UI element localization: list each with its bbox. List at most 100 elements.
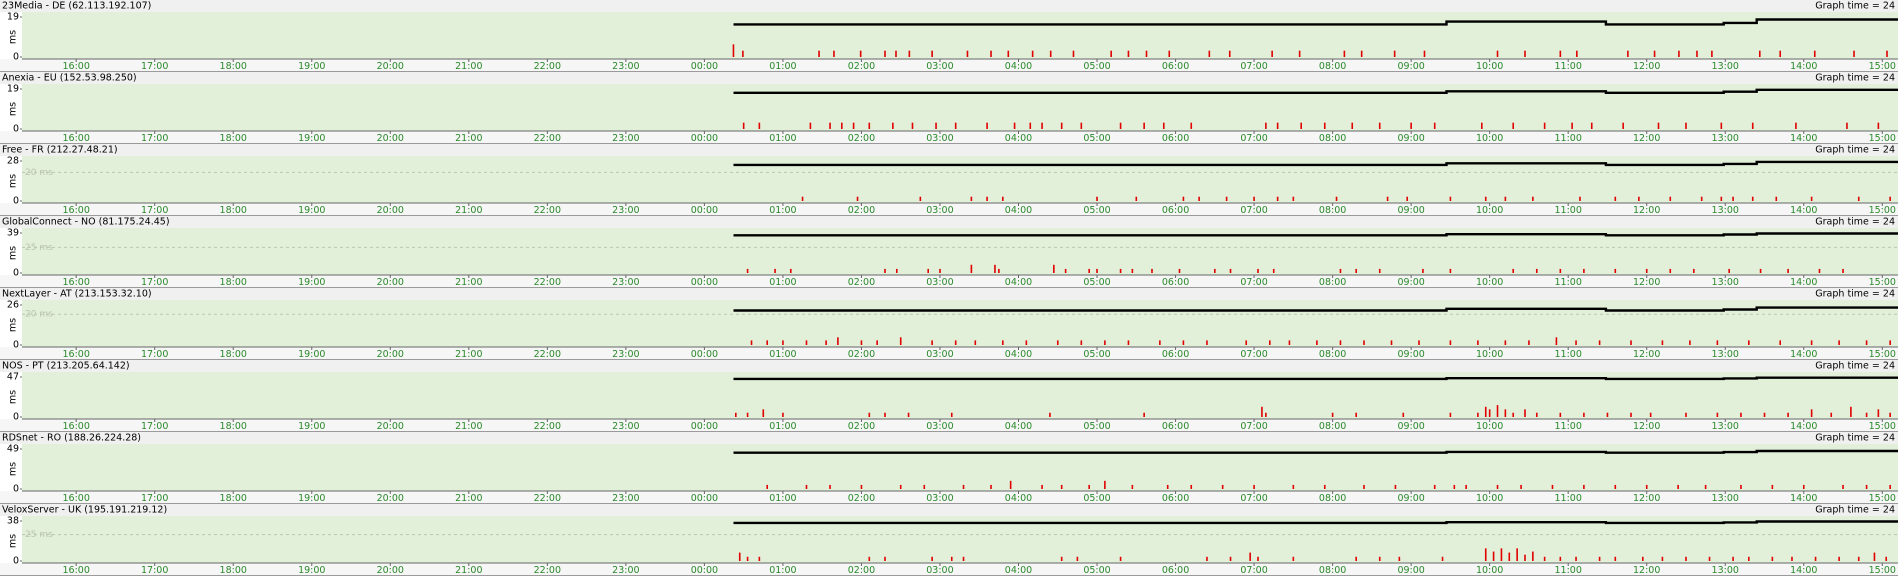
packet-loss-bar — [782, 412, 784, 417]
packet-loss-bar — [1810, 409, 1813, 417]
packet-loss-bar — [1645, 484, 1648, 489]
packet-loss-bar — [1300, 122, 1302, 129]
x-tick-label: 23:00 — [612, 205, 639, 216]
y-axis-label: ms — [8, 534, 19, 548]
x-tick-label: 06:00 — [1162, 493, 1189, 504]
packet-loss-bar — [911, 122, 914, 129]
packet-loss-bar — [1657, 122, 1660, 129]
x-tick-label: 07:00 — [1240, 493, 1267, 504]
x-tick-label: 19:00 — [298, 277, 325, 288]
packet-loss-bar — [1802, 484, 1805, 489]
packet-loss-bar — [907, 412, 910, 417]
packet-loss-bar — [1484, 196, 1487, 201]
packet-loss-bar — [1865, 412, 1868, 417]
packet-loss-bar — [1559, 412, 1562, 417]
packet-loss-bar — [1590, 122, 1593, 129]
x-tick-label: 23:00 — [612, 493, 639, 504]
graph-panel: NextLayer - AT (213.153.32.10) Graph time… — [0, 288, 1898, 360]
panel-header — [0, 216, 1898, 228]
x-tick-label: 22:00 — [534, 61, 561, 72]
x-tick-label: 15:00 — [1869, 349, 1896, 360]
packet-loss-bar — [1104, 480, 1106, 489]
y-tick-label: 19 — [7, 84, 19, 95]
panel-title: VeloxServer - UK (195.191.219.12) — [2, 505, 167, 516]
packet-loss-bar — [1524, 409, 1526, 417]
x-tick-label: 23:00 — [612, 277, 639, 288]
x-tick-label: 03:00 — [926, 421, 953, 432]
packet-loss-bar — [732, 44, 735, 57]
packet-loss-bar — [986, 196, 988, 201]
packet-loss-bar — [1677, 484, 1679, 489]
plot-area — [22, 84, 1898, 131]
packet-loss-bar — [1532, 551, 1534, 561]
packet-loss-bar — [1056, 340, 1059, 345]
packet-loss-bar — [1496, 484, 1499, 489]
x-tick-label: 22:00 — [534, 133, 561, 144]
graph-panel: VeloxServer - UK (195.191.219.12) Graph t… — [0, 504, 1898, 576]
packet-loss-bar — [884, 412, 886, 417]
packet-loss-bar — [1747, 556, 1750, 561]
packet-loss-bar — [1029, 122, 1032, 129]
x-tick-label: 08:00 — [1319, 205, 1346, 216]
x-tick-label: 15:00 — [1869, 277, 1896, 288]
packet-loss-bar — [1889, 196, 1891, 201]
packet-loss-bar — [1135, 196, 1138, 201]
x-tick-label: 20:00 — [377, 205, 404, 216]
x-tick-label: 01:00 — [769, 61, 796, 72]
packet-loss-bar — [859, 50, 862, 57]
packet-loss-bar — [931, 50, 933, 57]
packet-loss-bar — [1889, 340, 1891, 345]
packet-loss-bar — [1579, 196, 1581, 201]
packet-loss-bar — [1477, 412, 1479, 417]
x-tick-label: 00:00 — [691, 133, 718, 144]
packet-loss-bar — [1060, 556, 1063, 561]
packet-loss-bar — [1265, 122, 1267, 129]
packet-loss-bar — [1276, 122, 1279, 129]
x-tick-label: 14:00 — [1790, 277, 1817, 288]
packet-loss-bar — [1759, 268, 1762, 273]
graph-time: Graph time = 24 — [1815, 505, 1895, 516]
packet-loss-bar — [1410, 122, 1412, 129]
x-tick-label: 12:00 — [1633, 277, 1660, 288]
packet-loss-bar — [1838, 556, 1840, 561]
x-tick-label: 09:00 — [1397, 349, 1424, 360]
packet-loss-bar — [1685, 556, 1687, 561]
x-tick-label: 08:00 — [1319, 493, 1346, 504]
x-tick-label: 09:00 — [1397, 565, 1424, 576]
packet-loss-bar — [762, 409, 765, 417]
x-tick-label: 06:00 — [1162, 61, 1189, 72]
packet-loss-bar — [1685, 122, 1687, 129]
x-tick-label: 19:00 — [298, 133, 325, 144]
panel-title: Anexia - EU (152.53.98.250) — [2, 73, 137, 84]
packet-loss-bar — [1104, 340, 1106, 345]
x-tick-label: 08:00 — [1319, 61, 1346, 72]
latency-line — [733, 449, 1898, 454]
x-tick-label: 03:00 — [926, 565, 953, 576]
x-tick-label: 11:00 — [1554, 205, 1581, 216]
packet-loss-bar — [1484, 548, 1487, 561]
packet-loss-bar — [1378, 122, 1381, 129]
packet-loss-bar — [1190, 484, 1193, 489]
packet-loss-bar — [841, 122, 843, 129]
packet-loss-bar — [1689, 340, 1691, 345]
x-tick-label: 04:00 — [1005, 493, 1032, 504]
packet-loss-bar — [1500, 548, 1503, 561]
x-tick-label: 10:00 — [1476, 277, 1503, 288]
panel-title: 23Media - DE (62.113.192.107) — [2, 1, 151, 12]
y-tick-label: 0 — [13, 52, 19, 63]
x-tick-label: 10:00 — [1476, 421, 1503, 432]
packet-loss-bar — [1865, 340, 1868, 345]
packet-loss-bar — [1292, 196, 1295, 201]
packet-loss-bar — [1583, 484, 1585, 489]
packet-loss-bar — [1076, 556, 1079, 561]
x-tick-label: 07:00 — [1240, 205, 1267, 216]
x-tick-label: 05:00 — [1083, 493, 1110, 504]
packet-loss-bar — [1229, 556, 1232, 561]
x-tick-label: 08:00 — [1319, 133, 1346, 144]
packet-loss-bar — [1096, 196, 1098, 201]
axis-strip — [0, 131, 1898, 144]
packet-loss-bar — [1614, 556, 1617, 561]
packet-loss-bar — [1678, 50, 1680, 57]
packet-loss-bar — [884, 268, 886, 273]
packet-loss-bar — [1575, 556, 1577, 561]
